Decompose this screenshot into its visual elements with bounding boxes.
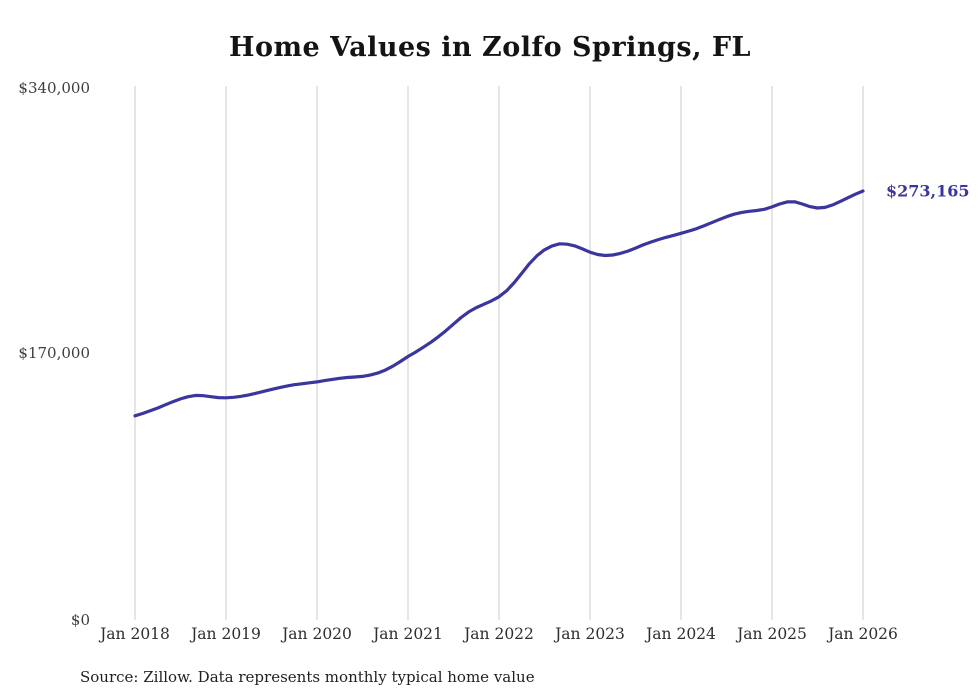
end-value-label: $273,165	[886, 181, 970, 201]
x-axis-label: Jan 2021	[373, 625, 443, 643]
chart-title: Home Values in Zolfo Springs, FL	[228, 32, 752, 63]
x-axis-label: Jan 2020	[282, 625, 352, 643]
vertical-gridlines	[134, 86, 864, 620]
x-axis-label: Jan 2023	[555, 625, 625, 643]
x-axis-label: Jan 2025	[737, 625, 807, 643]
x-axis-label: Jan 2026	[828, 625, 898, 643]
y-axis-label: $170,000	[18, 344, 90, 362]
source-note: Source: Zillow. Data represents monthly …	[80, 668, 535, 686]
x-axis-label: Jan 2024	[646, 625, 716, 643]
x-axis-label: Jan 2022	[464, 625, 534, 643]
x-axis-label: Jan 2019	[191, 625, 261, 643]
price-line	[133, 189, 865, 418]
y-axis-label: $0	[70, 611, 90, 629]
x-axis-label: Jan 2018	[100, 625, 170, 643]
y-axis-label: $340,000	[18, 79, 90, 97]
